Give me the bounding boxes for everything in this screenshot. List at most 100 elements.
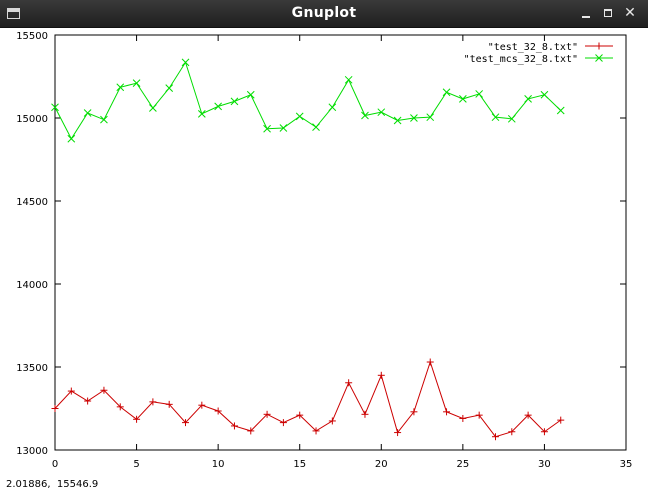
data-point-series-2 — [328, 103, 337, 112]
marker-stroke — [67, 134, 76, 143]
data-point-series-2 — [51, 103, 59, 112]
plot-canvas[interactable]: 0 5 10 15 20 25 30 35 13000 13500 14000 14500 15000 1… — [0, 28, 648, 478]
data-point-series-2 — [197, 109, 206, 118]
series-line-2 — [54, 61, 562, 140]
data-point-series-2 — [344, 75, 353, 84]
data-point-series-2 — [83, 109, 92, 117]
x-tick-label: 15 — [293, 459, 306, 470]
close-button[interactable]: ✕ — [622, 5, 638, 21]
y-tick-label: 14000 — [16, 280, 48, 291]
series-layer — [51, 58, 565, 441]
x-tick-label: 5 — [133, 459, 139, 470]
x-tick-label: 35 — [620, 459, 633, 470]
data-point-series-2 — [361, 111, 369, 120]
window-menu-icon[interactable] — [7, 8, 20, 19]
data-point-series-1 — [84, 397, 92, 405]
data-point-series-1 — [377, 371, 385, 379]
data-point-series-1 — [524, 411, 532, 419]
data-point-series-2 — [246, 90, 255, 99]
window-title: Gnuplot — [291, 5, 357, 21]
data-point-series-2 — [410, 114, 418, 122]
marker-stroke — [100, 115, 108, 124]
x-tick-label: 0 — [52, 459, 58, 470]
data-point-series-2 — [377, 108, 386, 117]
legend: "test_32_8.txt""test_mcs_32_8.txt" — [464, 42, 613, 65]
data-point-series-1 — [557, 416, 565, 424]
y-tick-label: 13000 — [16, 446, 48, 457]
y-tick-label: 13500 — [16, 363, 48, 374]
marker-stroke — [328, 103, 337, 112]
y-tick-label: 15000 — [16, 114, 48, 125]
data-point-series-2 — [100, 115, 108, 124]
window-titlebar[interactable]: Gnuplot ✕ — [0, 0, 648, 28]
marker-stroke — [540, 90, 549, 99]
axis-ticks: 0 5 10 15 20 25 30 35 13000 13500 14000 14500 15000 1… — [16, 31, 632, 470]
data-point-series-1 — [410, 408, 418, 416]
data-point-series-1 — [51, 405, 59, 412]
data-point-series-1 — [182, 419, 190, 427]
marker-stroke — [263, 124, 271, 133]
data-point-series-1 — [263, 410, 271, 418]
data-point-series-1 — [279, 419, 287, 427]
x-tick-label: 30 — [538, 459, 551, 470]
marker-stroke — [181, 58, 190, 67]
marker-stroke — [116, 83, 125, 92]
data-point-series-2 — [263, 124, 271, 133]
data-point-series-2 — [524, 95, 532, 103]
marker-stroke — [246, 90, 255, 99]
marker-stroke — [165, 84, 174, 92]
x-tick-label: 25 — [456, 459, 469, 470]
data-point-series-2 — [214, 102, 222, 111]
data-point-series-2 — [116, 83, 125, 92]
data-point-series-1 — [214, 407, 222, 415]
legend-marker-2 — [595, 54, 603, 62]
data-point-series-2 — [426, 113, 435, 122]
data-point-series-2 — [442, 88, 451, 97]
data-point-series-2 — [181, 58, 190, 67]
legend-marker-1 — [595, 42, 603, 50]
data-point-series-1 — [426, 358, 434, 366]
data-point-series-1 — [361, 410, 369, 418]
marker-stroke — [595, 54, 603, 62]
marker-stroke — [132, 79, 141, 87]
data-point-series-2 — [230, 97, 239, 106]
data-point-series-1 — [328, 417, 336, 425]
data-point-series-1 — [230, 422, 238, 430]
marker-stroke — [51, 103, 59, 112]
maximize-button[interactable] — [600, 5, 616, 21]
close-icon: ✕ — [624, 5, 636, 21]
marker-stroke — [393, 116, 402, 125]
data-point-series-1 — [312, 427, 320, 435]
coordinate-readout: 2.01886, 15546.9 — [6, 479, 99, 490]
data-point-series-2 — [295, 112, 304, 121]
marker-stroke — [556, 106, 565, 115]
data-point-series-2 — [540, 90, 549, 99]
data-point-series-1 — [198, 401, 206, 409]
marker-stroke — [491, 113, 500, 122]
series-line-1 — [54, 360, 562, 438]
marker-stroke — [344, 75, 353, 84]
marker-stroke — [426, 113, 435, 122]
marker-stroke — [524, 95, 532, 103]
data-point-series-2 — [165, 84, 174, 92]
marker-stroke — [459, 95, 467, 103]
marker-stroke — [214, 102, 222, 111]
marker-stroke — [442, 88, 451, 97]
marker-stroke — [312, 123, 320, 131]
marker-stroke — [295, 112, 304, 121]
minimize-icon — [582, 16, 590, 18]
data-point-series-1 — [540, 428, 548, 436]
data-point-series-1 — [149, 398, 157, 406]
data-point-series-1 — [475, 411, 483, 419]
x-tick-label: 10 — [212, 459, 225, 470]
data-point-series-1 — [247, 427, 255, 435]
marker-stroke — [410, 114, 418, 122]
data-point-series-2 — [475, 90, 484, 98]
maximize-icon — [604, 9, 612, 17]
data-point-series-1 — [345, 379, 353, 387]
minimize-button[interactable] — [578, 5, 594, 21]
data-point-series-2 — [279, 124, 288, 132]
data-point-series-2 — [393, 116, 402, 125]
data-point-series-2 — [67, 134, 76, 143]
data-point-series-1 — [508, 428, 516, 436]
